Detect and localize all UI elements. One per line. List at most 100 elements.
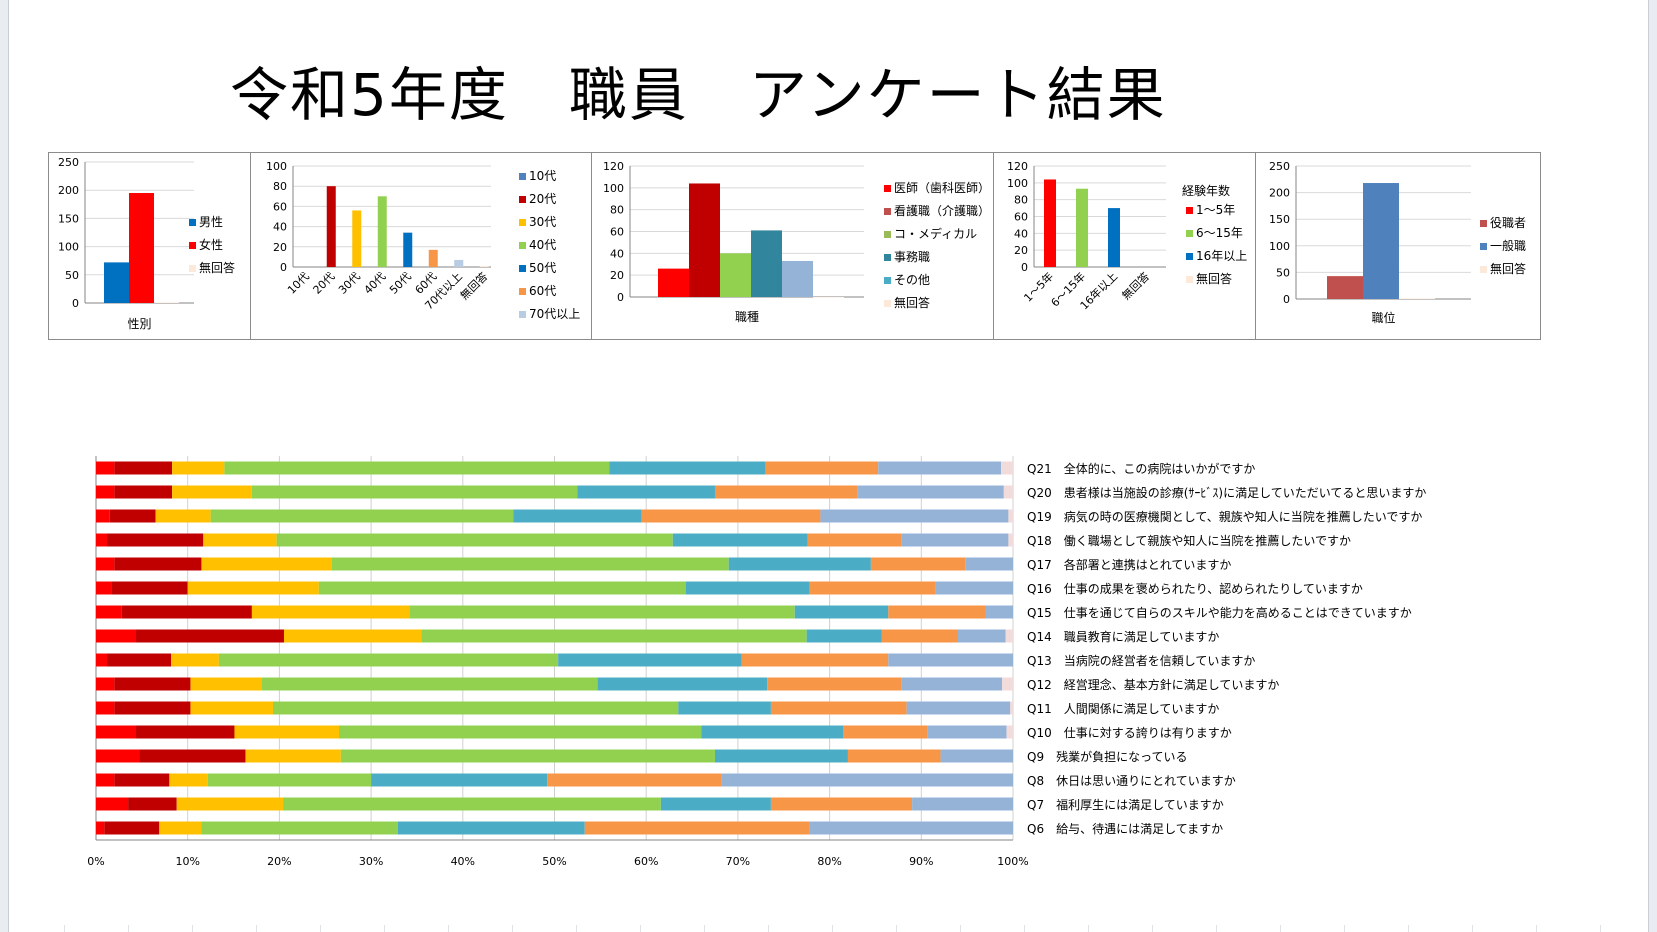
survey-bar-segment (888, 653, 1013, 667)
survey-xtick-label: 70% (726, 855, 750, 868)
survey-bar-segment (701, 725, 844, 739)
survey-xtick-label: 90% (909, 855, 933, 868)
position-bar (1327, 276, 1363, 299)
chart-survey-stacked[interactable]: 0% 10% 20% 30% 40% 50% 60% 70% 80% 90% 100% Q21 全体的… (0, 440, 1657, 880)
survey-row-label: Q10 仕事に対する誇りは有りますか (1027, 725, 1232, 740)
survey-xtick-label: 60% (634, 855, 658, 868)
survey-bar-segment (660, 797, 771, 811)
job-legend-label: 医師（歯科医師） (894, 181, 990, 195)
survey-bar-segment (641, 509, 821, 523)
age-bar (403, 232, 413, 267)
survey-row-label: Q6 給与、待遇には満足してますか (1027, 822, 1223, 836)
survey-bar-segment (1005, 629, 1013, 643)
job-ytick-label: 60 (610, 226, 624, 239)
job-legend-swatch (884, 208, 891, 215)
job-ytick-label: 100 (603, 182, 624, 195)
survey-row-label: Q19 病気の時の医療機関として、親族や知人に当院を推薦したいですか (1027, 509, 1422, 524)
age-bar (428, 249, 438, 267)
survey-bar-segment (283, 629, 422, 643)
survey-bar-segment (207, 773, 372, 787)
age-bar (479, 265, 489, 267)
experience-legend-swatch (1186, 253, 1193, 260)
survey-xtick-label: 0% (87, 855, 104, 868)
survey-bar-segment (847, 749, 941, 763)
survey-bar-segment (121, 605, 252, 619)
chart-experience[interactable]: 0 20 40 60 80 100 120 1～5年 6～15年 16年以上 無回答 経験年数 1～5年… (993, 152, 1256, 340)
position-ytick-label: 250 (1269, 160, 1290, 173)
survey-bar-segment (114, 701, 191, 715)
position-ytick-label: 0 (1283, 293, 1290, 306)
survey-bar-segment (128, 797, 177, 811)
survey-bar-segment (203, 533, 277, 547)
age-legend-label: 20代 (529, 192, 556, 206)
survey-bar-segment (172, 485, 252, 499)
job-legend-swatch (884, 185, 891, 192)
survey-bar-segment (901, 677, 1002, 691)
age-legend-swatch (519, 311, 526, 318)
position-legend-swatch (1480, 220, 1487, 227)
survey-bar-segment (261, 677, 598, 691)
gender-legend-swatch (189, 242, 196, 249)
survey-bar-segment (96, 461, 115, 475)
survey-bar-segment (678, 701, 771, 715)
survey-bar-segment (888, 605, 986, 619)
age-xtick-label: 50代 (387, 270, 414, 297)
survey-row-label: Q20 患者様は当施設の診療(ｻｰﾋﾞｽ)に満足していただいてると思いますか (1027, 485, 1426, 500)
survey-row-label: Q11 人間関係に満足していますか (1027, 702, 1219, 716)
position-bar (1399, 298, 1435, 299)
experience-ytick-label: 100 (1007, 177, 1028, 190)
age-bar (454, 259, 464, 267)
age-legend-label: 30代 (529, 215, 556, 229)
survey-bar-segment (251, 485, 578, 499)
survey-bar-segment (190, 701, 273, 715)
survey-bar-segment (597, 677, 768, 691)
survey-bar-segment (172, 461, 225, 475)
survey-bar-segment (339, 725, 702, 739)
experience-ytick-label: 40 (1014, 227, 1028, 240)
survey-bar-segment (577, 485, 715, 499)
survey-bar-segment (927, 725, 1007, 739)
survey-bar-segment (912, 797, 1013, 811)
survey-bar-segment (190, 677, 262, 691)
survey-bar-segment (234, 725, 340, 739)
survey-bar-segment (547, 773, 722, 787)
survey-row-label: Q9 残業が負担になっている (1027, 749, 1187, 764)
position-legend-swatch (1480, 266, 1487, 273)
survey-bar-segment (409, 605, 795, 619)
age-ytick-label: 0 (280, 261, 287, 274)
experience-ytick-label: 20 (1014, 244, 1028, 257)
job-legend-label: コ・メディカル (894, 226, 977, 241)
chart-gender[interactable]: 0 50 100 150 200 250 性別 男性 女性 無回答 (48, 152, 251, 340)
experience-ytick-label: 0 (1021, 261, 1028, 274)
experience-bar (1076, 188, 1088, 267)
chart-position[interactable]: 0 50 100 150 200 250 職位 役職者 一般職 無回答 (1255, 152, 1541, 340)
chart-job[interactable]: 0 20 40 60 80 100 120 職種 医師（歯科医師） 看護職（介護職） コ・メディカル… (591, 152, 994, 340)
experience-legend-label: 6～15年 (1196, 226, 1243, 240)
survey-bar-segment (878, 461, 1002, 475)
survey-bar-segment (1008, 509, 1013, 523)
survey-bar-segment (985, 605, 1013, 619)
age-legend-swatch (519, 242, 526, 249)
survey-bar-segment (171, 653, 219, 667)
chart-age-svg: 02040608010010代20代30代40代50代60代70代以上無回答10… (266, 160, 580, 321)
survey-bar-segment (135, 629, 284, 643)
survey-xtick-label: 20% (267, 855, 291, 868)
survey-bar-segment (96, 821, 105, 835)
survey-bar-segment (901, 533, 1009, 547)
survey-bar-segment (201, 557, 332, 571)
survey-row-label: Q21 全体的に、この病院はいかがですか (1027, 461, 1255, 476)
survey-bar-segment (741, 653, 889, 667)
age-legend-label: 70代以上 (529, 307, 580, 321)
survey-bar-segment (1008, 533, 1013, 547)
survey-row-label: Q13 当病院の経営者を信頼していますか (1027, 653, 1255, 668)
survey-bar-segment (276, 533, 673, 547)
survey-bar-segment (721, 773, 1013, 787)
survey-xtick-label: 10% (175, 855, 199, 868)
survey-xtick-label: 100% (997, 855, 1028, 868)
experience-legend-label: 無回答 (1196, 271, 1232, 286)
chart-age[interactable]: 0 20 40 60 80 100 10代 20代 30代 40代 50代 60代 70代以上 無回答 10… (250, 152, 592, 340)
age-xtick-label: 無回答 (457, 269, 490, 302)
survey-bar-segment (107, 653, 172, 667)
gender-bar (154, 302, 179, 303)
left-window-edge (0, 0, 9, 932)
